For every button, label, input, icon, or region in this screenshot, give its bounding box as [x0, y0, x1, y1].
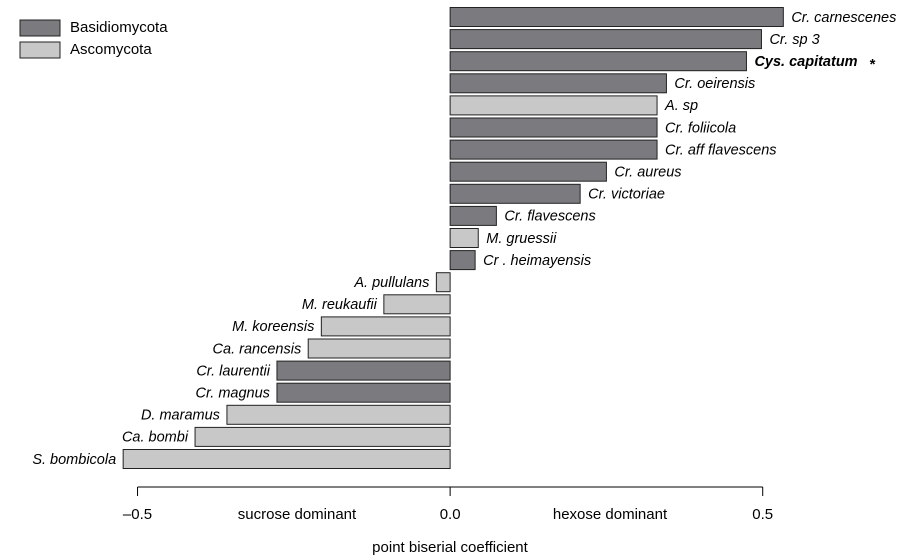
bar: [383, 294, 451, 315]
annotation: *: [870, 56, 876, 73]
bar-label: Cr. laurentii: [196, 363, 270, 379]
x-axis-label: point biserial coefficient: [372, 539, 528, 556]
bar-label: Cr. flavescens: [504, 209, 595, 225]
bar-label: Cr. aff flavescens: [665, 142, 776, 158]
bar-label: Cr. carnescenes: [791, 10, 896, 26]
legend-label: Ascomycota: [70, 41, 152, 58]
bar-label: M. reukaufii: [302, 297, 378, 313]
bar: [320, 316, 451, 337]
bar-label: A. pullulans: [353, 275, 429, 291]
x-tick-label: 0.5: [752, 506, 773, 523]
legend-swatch: [19, 19, 61, 37]
bar: [449, 161, 607, 182]
bar-label: A. sp: [664, 98, 698, 114]
bar-label: Cr. aureus: [614, 165, 681, 181]
bar-label: Cr. foliicola: [665, 120, 736, 136]
bar: [226, 404, 451, 425]
bar: [449, 205, 497, 226]
bar: [122, 449, 451, 469]
bar-label: M. gruessii: [486, 231, 557, 247]
bar-label: Cr . heimayensis: [483, 253, 591, 269]
x-tick-label: –0.5: [123, 506, 152, 523]
x-tick-label: 0.0: [440, 506, 461, 523]
bar: [449, 250, 476, 271]
bar: [449, 7, 784, 27]
bar-label: Cr. oeirensis: [674, 76, 755, 92]
region-label: hexose dominant: [553, 506, 668, 523]
legend-swatch: [19, 41, 61, 59]
legend-label: Basidiomycota: [70, 19, 168, 36]
bar: [449, 73, 667, 94]
bar: [307, 338, 451, 359]
bar: [194, 426, 451, 447]
bar: [449, 117, 658, 138]
bar: [276, 360, 451, 381]
bar-label: M. koreensis: [232, 319, 314, 335]
bar: [449, 29, 762, 50]
region-label: sucrose dominant: [238, 506, 357, 523]
bar-label: S. bombicola: [32, 452, 116, 468]
bar-label: Ca. bombi: [122, 430, 189, 446]
bar-label: Cys. capitatum: [754, 54, 857, 70]
bar: [435, 272, 451, 293]
bar-label: Cr. magnus: [196, 386, 270, 402]
bar: [449, 228, 479, 248]
bar-label: Ca. rancensis: [213, 341, 302, 357]
bar: [449, 139, 658, 160]
bar: [449, 95, 658, 116]
bar: [276, 382, 451, 403]
bar: [449, 183, 581, 204]
bar-label: D. maramus: [141, 408, 220, 424]
bar-label: Cr. sp 3: [769, 32, 819, 48]
bar-label: Cr. victoriae: [588, 187, 665, 203]
bar: [449, 51, 747, 72]
